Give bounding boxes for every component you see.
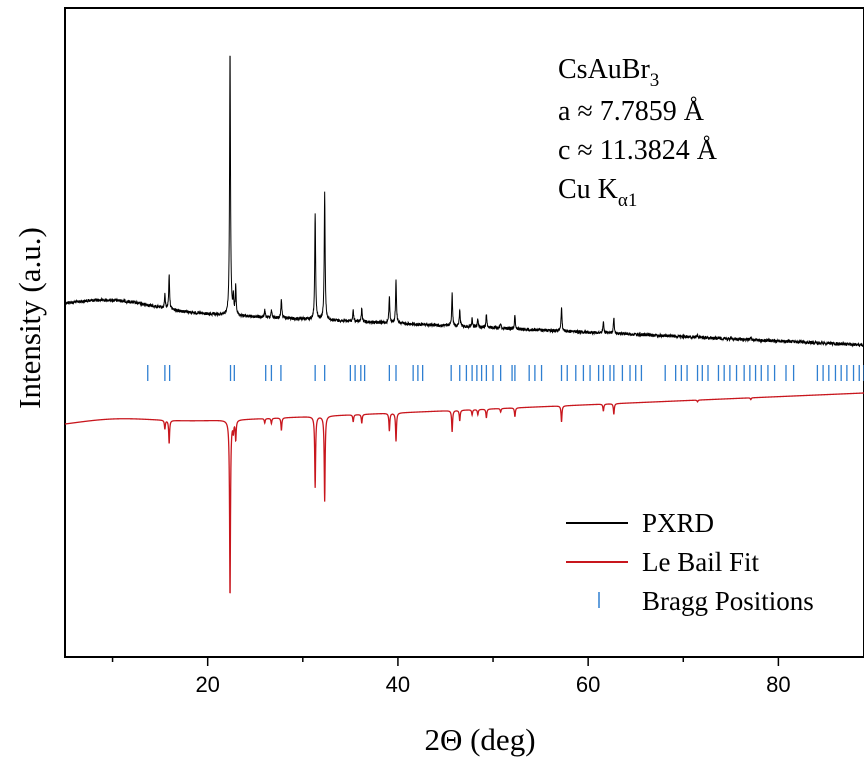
x-tick-label: 60 bbox=[576, 672, 600, 697]
annotation-block: CsAuBr3 a ≈ 7.7859 Å c ≈ 11.3824 Å Cu Kα… bbox=[558, 54, 718, 211]
legend-label-le-bail: Le Bail Fit bbox=[642, 547, 759, 577]
x-tick-label: 80 bbox=[766, 672, 790, 697]
legend-label-pxrd: PXRD bbox=[642, 508, 714, 538]
pxrd-layer bbox=[64, 55, 864, 348]
x-axis-ticks: 20 40 60 80 bbox=[111, 657, 791, 697]
pxrd-series-line bbox=[64, 55, 864, 348]
x-tick-label: 40 bbox=[386, 672, 410, 697]
legend-label-bragg: Bragg Positions bbox=[642, 586, 814, 616]
plot-frame bbox=[64, 7, 864, 658]
x-axis-label: 2Θ (deg) bbox=[424, 722, 535, 757]
bragg-positions-layer bbox=[147, 365, 864, 381]
x-tick-label: 20 bbox=[195, 672, 219, 697]
annotation-lattice-a: a ≈ 7.7859 Å bbox=[558, 96, 705, 127]
legend: PXRD Le Bail Fit Bragg Positions bbox=[566, 508, 814, 616]
annotation-radiation: Cu Kα1 bbox=[558, 174, 637, 211]
le-bail-series-line bbox=[64, 392, 864, 594]
annotation-compound: CsAuBr3 bbox=[558, 54, 659, 91]
le-bail-layer bbox=[64, 392, 864, 594]
y-axis-label: Intensity (a.u.) bbox=[12, 227, 47, 409]
annotation-lattice-c: c ≈ 11.3824 Å bbox=[558, 135, 718, 166]
